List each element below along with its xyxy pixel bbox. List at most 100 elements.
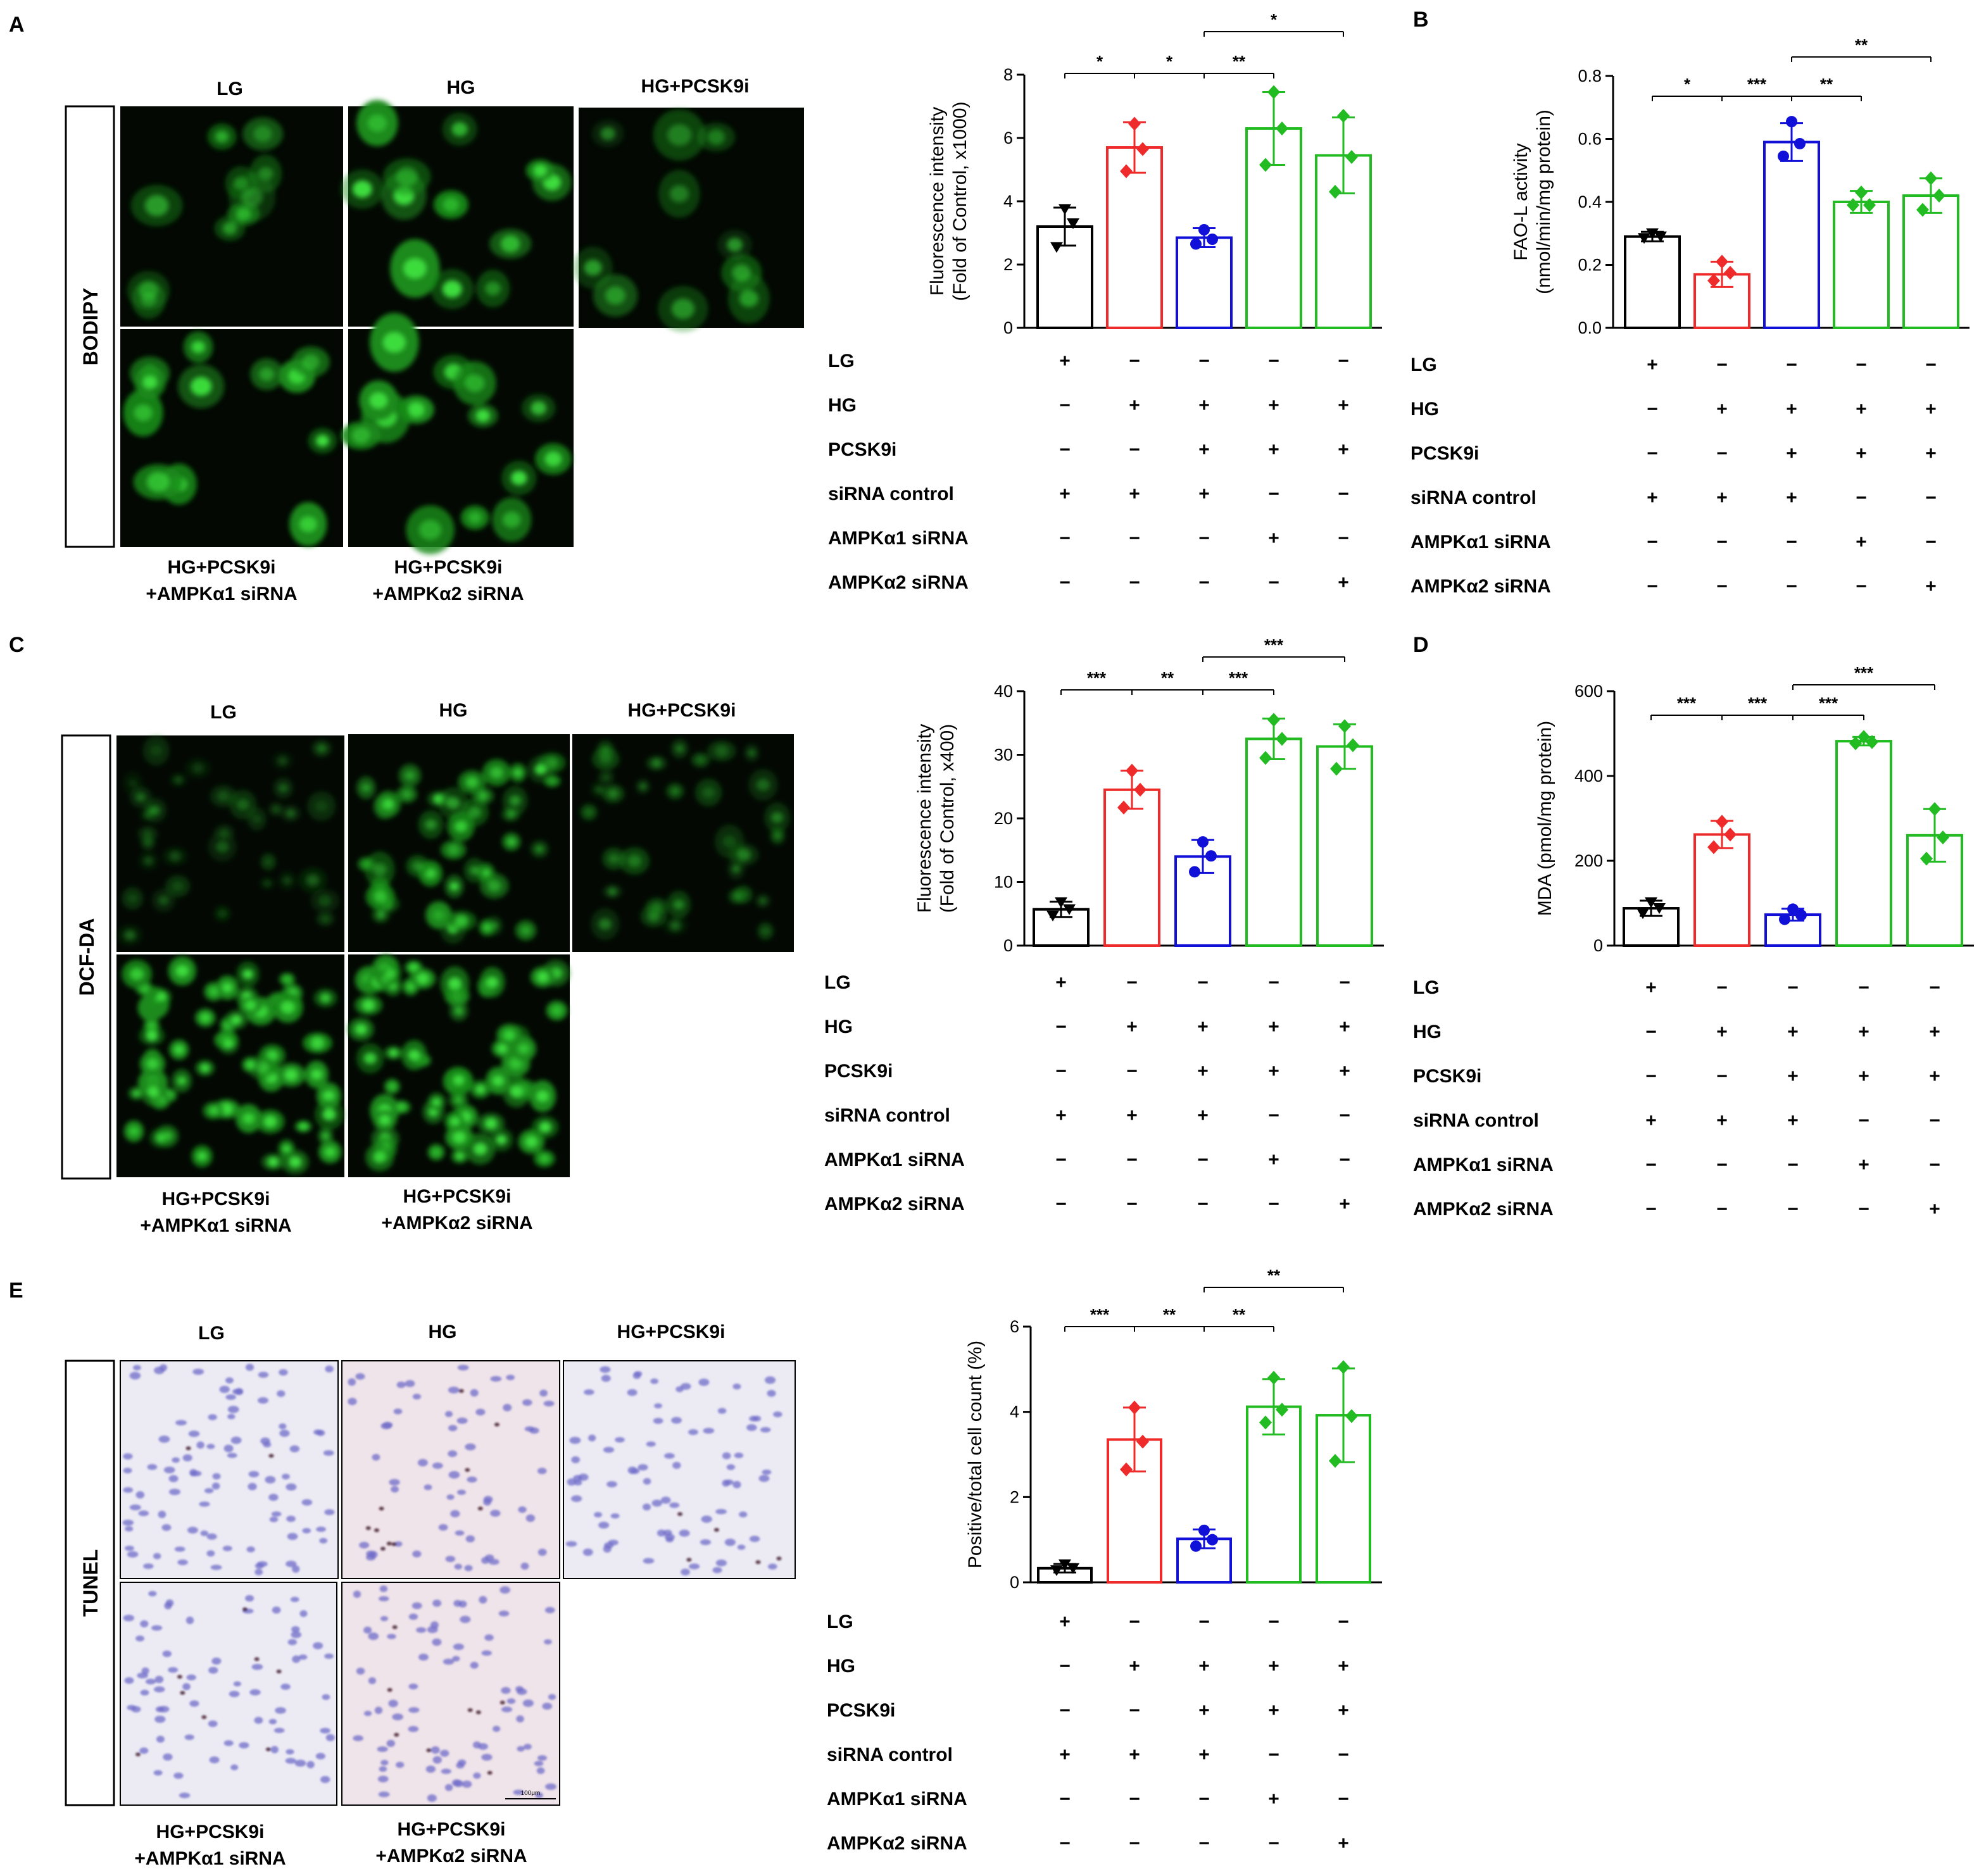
bar (1693, 833, 1750, 947)
data-point (1345, 150, 1358, 164)
y-tick-label: 0.4 (1578, 192, 1602, 211)
treatment-sign: + (1647, 487, 1658, 508)
treatment-sign: + (1925, 576, 1937, 597)
data-point (1276, 1403, 1288, 1417)
treatment-sign: − (1126, 1061, 1138, 1082)
y-tick-label: 600 (1574, 682, 1603, 701)
treatment-sign: − (1647, 532, 1658, 553)
treatment-row-label: PCSK9i (827, 1700, 895, 1721)
treatment-sign: − (1059, 395, 1071, 416)
image-label-lg: LG (217, 78, 243, 99)
data-point (1778, 150, 1789, 162)
data-point (1724, 265, 1737, 280)
data-point (1849, 736, 1862, 751)
treatment-sign: − (1055, 1149, 1067, 1170)
scale-bar-label: 100μm (521, 1790, 541, 1797)
treatment-sign: + (1268, 1656, 1279, 1677)
treatment-row-label: AMPKα1 siRNA (1410, 532, 1551, 553)
treatment-sign: − (1786, 576, 1797, 597)
panel-letter-e: E (9, 1279, 23, 1303)
data-point (1063, 904, 1076, 915)
treatment-sign: − (1268, 1744, 1279, 1765)
treatment-sign: − (1268, 1833, 1279, 1854)
y-tick-label: 4 (1010, 1403, 1019, 1422)
bar (1763, 141, 1820, 329)
treatment-sign: − (1129, 1700, 1140, 1721)
data-point (1937, 830, 1949, 845)
treatment-sign: − (1645, 1154, 1657, 1175)
treatment-sign: + (1268, 1789, 1279, 1810)
data-point (1128, 116, 1141, 131)
treatment-sign: + (1716, 399, 1728, 420)
treatment-sign: − (1197, 1149, 1209, 1170)
bar (1835, 740, 1892, 947)
treatment-sign: − (1645, 1066, 1657, 1087)
treatment-sign: + (1197, 1061, 1209, 1082)
y-tick-label: 400 (1574, 766, 1603, 785)
bar (1624, 235, 1681, 329)
treatment-sign: − (1339, 972, 1350, 993)
treatment-sign: + (1716, 1022, 1728, 1042)
tunel-image-grid (120, 1360, 796, 1806)
data-point (1205, 850, 1217, 862)
data-point (1637, 908, 1649, 920)
y-tick-label: 8 (1003, 65, 1013, 84)
treatment-sign: − (1339, 1105, 1350, 1126)
treatment-sign: − (1929, 977, 1940, 998)
y-tick-label: 40 (994, 682, 1013, 701)
treatment-sign: − (1716, 354, 1728, 375)
treatment-sign: − (1129, 351, 1140, 372)
data-point (1933, 189, 1945, 203)
bar (1902, 194, 1959, 329)
treatment-row-label: AMPKα2 siRNA (1410, 576, 1551, 597)
chart-d: 0 200 400 600 MDA (pmol/mg protein) *** *** ***… (1535, 663, 1974, 955)
treatment-sign: − (1198, 528, 1210, 549)
significance-label: *** (1819, 694, 1838, 713)
treatment-sign: − (1268, 1611, 1279, 1632)
treatment-sign: − (1198, 1833, 1210, 1854)
y-tick-label: 0.2 (1578, 256, 1602, 275)
significance-label: ** (1233, 1305, 1246, 1324)
data-point (1190, 238, 1202, 250)
significance-label: *** (1264, 635, 1284, 654)
data-point (1276, 122, 1288, 135)
y-axis-label: (nmol/min/mg protein) (1533, 109, 1554, 294)
data-point (1928, 802, 1941, 816)
treatment-sign: + (1786, 443, 1797, 464)
data-point (1259, 158, 1272, 172)
data-point (1855, 185, 1868, 200)
treatment-sign: − (1647, 399, 1658, 420)
treatment-sign: + (1338, 439, 1349, 460)
treatment-sign: − (1856, 576, 1867, 597)
treatment-sign: − (1856, 354, 1867, 375)
treatment-sign: − (1268, 1194, 1279, 1215)
treatment-sign: + (1786, 487, 1797, 508)
image-label-ampka1-line2: +AMPKα1 siRNA (140, 1215, 291, 1236)
panel-letter-d: D (1413, 633, 1429, 657)
treatment-row-label: PCSK9i (828, 439, 896, 460)
significance-label: *** (1748, 694, 1768, 713)
treatment-sign: + (1858, 1022, 1869, 1042)
data-point (1786, 116, 1797, 128)
treatment-sign: + (1858, 1154, 1869, 1175)
data-point (1136, 1434, 1149, 1449)
treatment-sign: + (1198, 1700, 1210, 1721)
treatment-sign: − (1059, 1700, 1071, 1721)
treatment-sign: + (1059, 484, 1071, 504)
treatment-row-label: AMPKα2 siRNA (827, 1833, 967, 1854)
treatment-sign: − (1858, 1110, 1869, 1131)
treatment-sign: + (1268, 1016, 1279, 1037)
treatment-row-label: HG (828, 395, 857, 416)
stain-label-dcfda: DCF-DA (75, 918, 98, 996)
treatment-sign: − (1647, 443, 1658, 464)
significance-label: ** (1855, 35, 1868, 54)
treatment-sign: + (1645, 1110, 1657, 1131)
treatment-sign: − (1059, 572, 1071, 593)
image-label-lg: LG (198, 1323, 225, 1344)
significance-label: * (1096, 52, 1103, 71)
treatment-sign: + (1338, 1656, 1349, 1677)
treatment-sign: − (1856, 487, 1867, 508)
micrograph-image (572, 734, 794, 952)
treatment-row-label: siRNA control (824, 1105, 950, 1126)
data-point (1646, 228, 1659, 239)
